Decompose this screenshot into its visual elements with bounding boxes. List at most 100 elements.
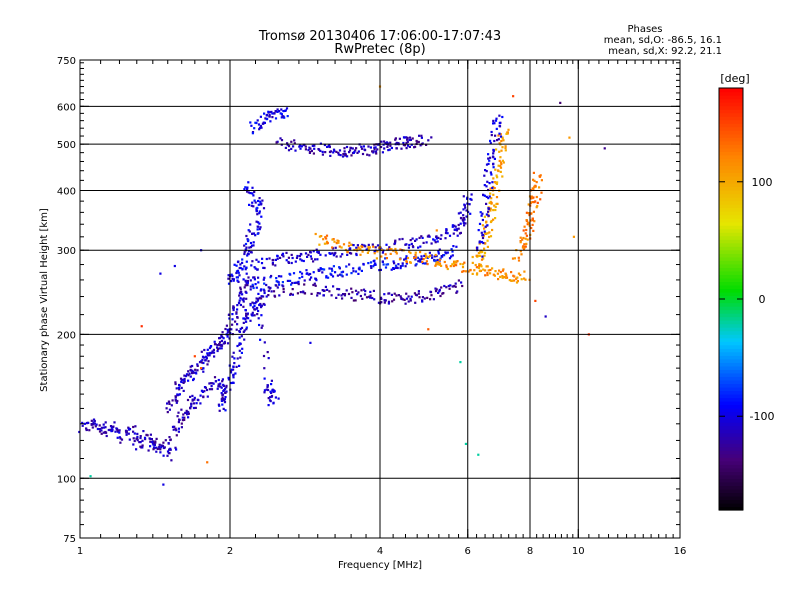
data-point <box>190 369 193 372</box>
data-point <box>245 272 248 275</box>
data-point <box>209 382 212 385</box>
data-point <box>152 448 155 451</box>
data-point <box>224 396 227 399</box>
data-point <box>485 170 488 173</box>
y-tick-label: 750 <box>57 56 76 67</box>
data-point <box>418 258 421 261</box>
data-point <box>241 261 244 264</box>
data-point <box>257 309 260 313</box>
data-point <box>345 145 349 149</box>
data-point <box>500 149 503 152</box>
data-point <box>426 263 429 266</box>
data-point <box>257 276 260 279</box>
data-point <box>434 241 437 244</box>
data-point <box>224 327 227 331</box>
data-point <box>342 153 345 156</box>
data-point <box>487 210 490 213</box>
data-point <box>286 279 289 282</box>
data-point <box>314 258 317 261</box>
data-point <box>228 317 231 320</box>
data-point <box>232 351 235 354</box>
data-point <box>177 421 180 424</box>
data-point <box>372 245 375 248</box>
data-point <box>340 294 343 297</box>
data-point <box>132 443 135 446</box>
data-point <box>419 144 422 147</box>
data-point <box>160 446 163 449</box>
data-point <box>401 298 404 301</box>
data-point <box>385 263 388 266</box>
data-point <box>309 251 312 254</box>
data-point <box>260 295 263 298</box>
data-point <box>387 149 390 152</box>
data-point <box>483 254 486 257</box>
data-point <box>443 260 446 264</box>
x-tick-label: 1 <box>77 546 83 557</box>
data-point <box>396 142 399 145</box>
data-point <box>491 186 494 189</box>
data-point <box>492 166 495 169</box>
data-point <box>324 285 327 288</box>
data-point <box>477 266 480 270</box>
data-point <box>387 300 391 303</box>
data-point <box>457 212 460 215</box>
data-point <box>316 250 319 254</box>
data-point <box>348 247 352 250</box>
data-point <box>333 149 336 152</box>
data-point <box>414 251 417 254</box>
data-point <box>133 432 136 435</box>
data-point <box>292 145 295 148</box>
data-point <box>191 364 194 368</box>
data-point <box>480 231 483 234</box>
data-point <box>516 276 519 279</box>
data-point <box>260 304 263 307</box>
data-point <box>180 380 183 384</box>
data-point <box>244 318 247 321</box>
data-point <box>478 264 481 267</box>
data-point <box>369 290 372 293</box>
data-point <box>252 244 255 247</box>
data-point <box>489 156 492 159</box>
data-point <box>299 270 302 274</box>
data-point <box>316 294 319 297</box>
data-point <box>100 426 103 429</box>
data-point <box>453 260 456 263</box>
data-point <box>132 437 135 440</box>
data-point <box>411 137 414 140</box>
colorbar-segment <box>719 270 743 275</box>
data-point <box>245 260 248 263</box>
data-point <box>189 375 192 378</box>
data-point <box>407 300 410 303</box>
data-point <box>92 418 96 421</box>
data-point <box>262 266 265 269</box>
data-point <box>244 268 247 271</box>
data-point <box>492 273 495 276</box>
data-point <box>446 232 449 235</box>
data-point <box>167 400 170 403</box>
data-point <box>361 250 364 253</box>
data-point <box>401 264 404 267</box>
data-point <box>483 174 486 177</box>
data-point <box>486 232 489 235</box>
data-point <box>495 127 498 130</box>
data-point <box>238 342 241 345</box>
data-point <box>263 282 266 285</box>
data-point <box>479 269 482 272</box>
data-point <box>418 236 421 239</box>
data-point <box>250 251 253 254</box>
data-point <box>127 432 130 435</box>
data-point <box>187 374 190 377</box>
data-point <box>417 140 420 144</box>
data-point <box>201 390 204 393</box>
data-point <box>498 159 501 162</box>
data-point <box>201 358 204 361</box>
data-point <box>462 221 465 224</box>
colorbar-segment <box>719 502 743 508</box>
data-point <box>471 261 474 264</box>
data-point <box>437 250 440 253</box>
data-point <box>362 288 366 291</box>
colorbar-segment <box>719 474 743 479</box>
data-point <box>278 294 281 297</box>
data-point <box>424 256 427 259</box>
data-point <box>177 430 180 433</box>
